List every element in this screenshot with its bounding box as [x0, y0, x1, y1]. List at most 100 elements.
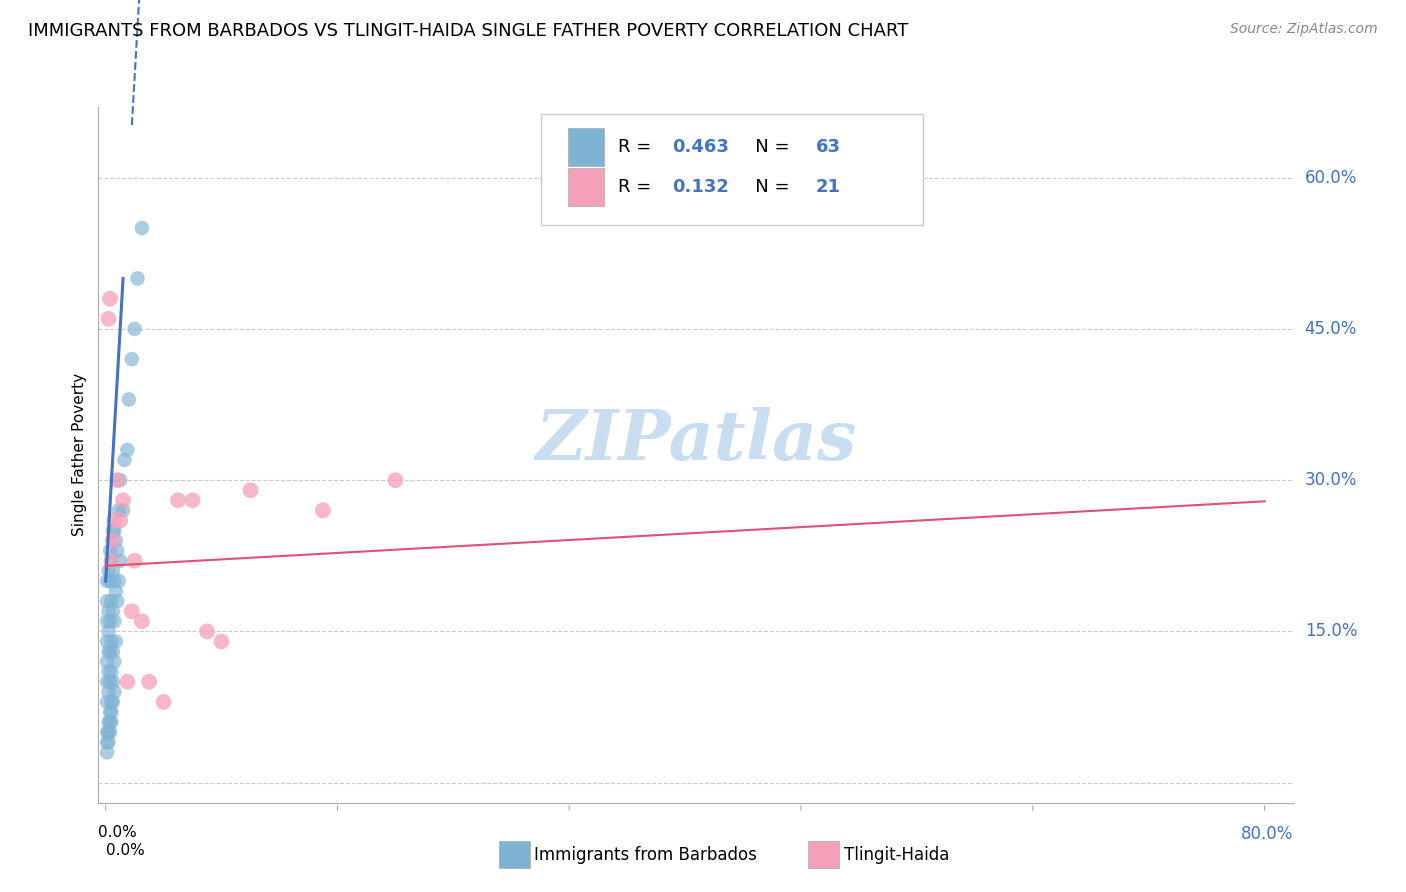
- Point: [118, 392, 141, 407]
- Point: [100, 594, 122, 608]
- Point: [96, 615, 118, 629]
- Point: [114, 453, 136, 467]
- Point: [97, 665, 120, 679]
- Point: [108, 513, 131, 527]
- Point: [96, 594, 118, 608]
- Point: [96, 574, 118, 588]
- Point: [107, 503, 129, 517]
- Text: IMMIGRANTS FROM BARBADOS VS TLINGIT-HAIDA SINGLE FATHER POVERTY CORRELATION CHAR: IMMIGRANTS FROM BARBADOS VS TLINGIT-HAID…: [28, 22, 908, 40]
- Point: [101, 604, 124, 618]
- Point: [98, 705, 121, 719]
- Point: [104, 533, 127, 548]
- Point: [97, 604, 120, 618]
- Point: [96, 695, 118, 709]
- Text: R =: R =: [619, 178, 657, 195]
- Point: [127, 271, 149, 285]
- Point: [100, 695, 122, 709]
- Text: Tlingit-Haida: Tlingit-Haida: [844, 847, 949, 864]
- Point: [181, 493, 204, 508]
- Point: [97, 735, 120, 749]
- Point: [96, 655, 118, 669]
- Text: 21: 21: [815, 178, 841, 195]
- Text: 60.0%: 60.0%: [1305, 169, 1357, 186]
- Point: [167, 493, 190, 508]
- Point: [96, 674, 118, 689]
- Point: [97, 564, 120, 578]
- Point: [97, 685, 120, 699]
- Point: [103, 685, 125, 699]
- Point: [100, 665, 122, 679]
- Text: 63: 63: [815, 138, 841, 156]
- Text: 30.0%: 30.0%: [1305, 471, 1357, 489]
- Point: [100, 634, 122, 648]
- Point: [98, 292, 121, 306]
- Text: N =: N =: [738, 178, 794, 195]
- Point: [105, 543, 128, 558]
- Text: ZIPatlas: ZIPatlas: [536, 408, 856, 475]
- Text: N =: N =: [738, 138, 794, 156]
- Point: [100, 705, 122, 719]
- Point: [98, 615, 121, 629]
- Text: 0.132: 0.132: [672, 178, 728, 195]
- Point: [98, 574, 121, 588]
- Point: [97, 311, 120, 326]
- Text: Source: ZipAtlas.com: Source: ZipAtlas.com: [1230, 22, 1378, 37]
- Point: [108, 473, 131, 487]
- Text: 15.0%: 15.0%: [1305, 623, 1357, 640]
- Point: [117, 674, 139, 689]
- Point: [96, 745, 118, 759]
- Text: 0.0%: 0.0%: [98, 825, 138, 840]
- Point: [104, 584, 127, 599]
- Text: 0.0%: 0.0%: [105, 843, 145, 858]
- Point: [121, 604, 143, 618]
- Point: [96, 634, 118, 648]
- Text: 0.463: 0.463: [672, 138, 728, 156]
- FancyBboxPatch shape: [568, 128, 605, 166]
- Y-axis label: Single Father Poverty: Single Father Poverty: [72, 374, 87, 536]
- Point: [97, 624, 120, 639]
- Point: [98, 715, 121, 730]
- Point: [97, 644, 120, 658]
- Point: [101, 533, 124, 548]
- Point: [117, 442, 139, 457]
- Text: R =: R =: [619, 138, 657, 156]
- Point: [101, 695, 124, 709]
- Point: [101, 564, 124, 578]
- Point: [124, 554, 146, 568]
- Point: [101, 524, 124, 538]
- Point: [105, 473, 128, 487]
- Point: [104, 634, 127, 648]
- Point: [98, 725, 121, 739]
- Point: [105, 594, 128, 608]
- Point: [103, 524, 125, 538]
- Point: [103, 574, 125, 588]
- Point: [107, 574, 129, 588]
- Point: [97, 725, 120, 739]
- Point: [108, 554, 131, 568]
- Point: [131, 221, 153, 235]
- FancyBboxPatch shape: [568, 168, 605, 206]
- Point: [96, 725, 118, 739]
- Point: [211, 634, 233, 648]
- Point: [152, 695, 174, 709]
- Text: 45.0%: 45.0%: [1305, 320, 1357, 338]
- Point: [101, 644, 124, 658]
- Point: [121, 352, 143, 367]
- Point: [103, 615, 125, 629]
- Point: [138, 674, 160, 689]
- Text: 80.0%: 80.0%: [1241, 825, 1294, 843]
- Point: [98, 644, 121, 658]
- Point: [131, 615, 153, 629]
- Point: [312, 503, 335, 517]
- Point: [195, 624, 218, 639]
- Point: [384, 473, 406, 487]
- Point: [103, 655, 125, 669]
- Point: [97, 715, 120, 730]
- Text: Immigrants from Barbados: Immigrants from Barbados: [534, 847, 758, 864]
- Point: [100, 554, 122, 568]
- Point: [124, 322, 146, 336]
- Point: [103, 513, 125, 527]
- Point: [98, 674, 121, 689]
- Point: [98, 543, 121, 558]
- Point: [112, 503, 135, 517]
